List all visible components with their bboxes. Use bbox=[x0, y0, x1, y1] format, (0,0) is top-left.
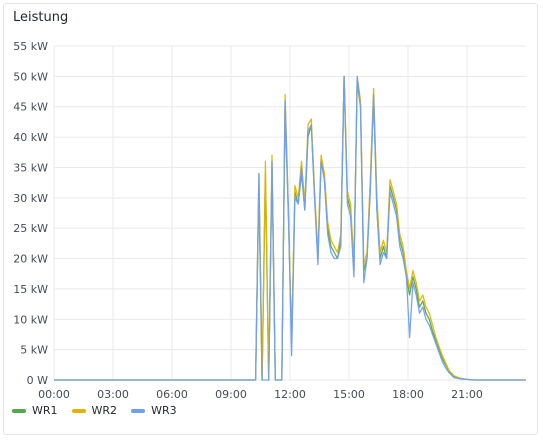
series-line-wr3 bbox=[54, 75, 526, 381]
legend-swatch bbox=[12, 408, 26, 413]
legend-label: WR2 bbox=[91, 404, 118, 417]
x-tick-label: 09:00 bbox=[215, 388, 247, 401]
legend: WR1 WR2 WR3 bbox=[12, 404, 177, 417]
y-tick-label: 20 kW bbox=[13, 253, 48, 266]
legend-item-wr3[interactable]: WR3 bbox=[131, 404, 177, 417]
x-tick-label: 15:00 bbox=[333, 388, 365, 401]
y-tick-label: 40 kW bbox=[13, 131, 48, 144]
legend-label: WR3 bbox=[151, 404, 177, 417]
x-tick-label: 00:00 bbox=[38, 388, 70, 401]
legend-swatch bbox=[71, 408, 86, 413]
y-tick-label: 55 kW bbox=[13, 40, 48, 53]
y-tick-label: 10 kW bbox=[13, 313, 48, 326]
legend-item-wr2[interactable]: WR2 bbox=[71, 404, 118, 417]
panel-title: Leistung bbox=[13, 10, 69, 25]
legend-swatch bbox=[131, 408, 146, 413]
x-tick-label: 21:00 bbox=[451, 388, 483, 401]
y-tick-label: 15 kW bbox=[13, 283, 48, 296]
x-tick-label: 12:00 bbox=[274, 388, 306, 401]
y-tick-label: 35 kW bbox=[13, 161, 48, 174]
y-tick-label: 5 kW bbox=[20, 344, 48, 357]
y-tick-label: 0 W bbox=[27, 374, 48, 387]
x-tick-label: 18:00 bbox=[392, 388, 424, 401]
y-tick-label: 45 kW bbox=[13, 101, 48, 114]
legend-item-wr1[interactable]: WR1 bbox=[12, 404, 58, 417]
legend-label: WR1 bbox=[32, 404, 58, 417]
x-tick-label: 06:00 bbox=[156, 388, 188, 401]
y-tick-label: 50 kW bbox=[13, 70, 48, 83]
y-tick-label: 30 kW bbox=[13, 192, 48, 205]
y-tick-label: 25 kW bbox=[13, 222, 48, 235]
x-tick-label: 03:00 bbox=[97, 388, 129, 401]
